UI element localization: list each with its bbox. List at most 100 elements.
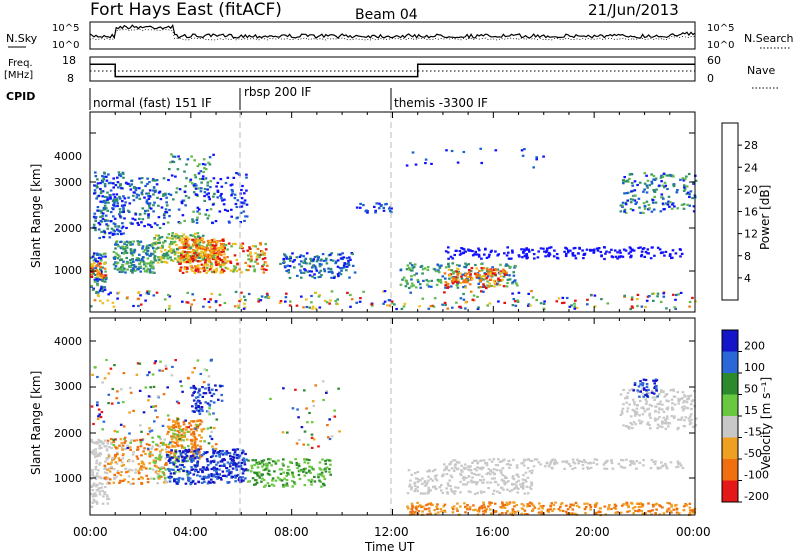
- heatmap-cell: [115, 199, 119, 202]
- heatmap-cell: [494, 268, 498, 271]
- heatmap-cell: [141, 245, 145, 248]
- heatmap-cell: [200, 408, 204, 411]
- heatmap-cell: [199, 239, 202, 242]
- heatmap-cell: [619, 251, 622, 254]
- heatmap-cell: [270, 464, 273, 467]
- heatmap-cell: [177, 221, 181, 224]
- heatmap-cell: [648, 412, 652, 415]
- heatmap-cell: [101, 175, 104, 178]
- heatmap-cell: [209, 180, 213, 183]
- heatmap-cell: [664, 427, 668, 430]
- heatmap-cell: [454, 280, 457, 283]
- heatmap-cell: [135, 193, 139, 196]
- heatmap-cell: [511, 510, 515, 513]
- heatmap-cell: [90, 485, 94, 488]
- heatmap-cell: [316, 258, 319, 261]
- velocity-colorbar-tick--15: -15: [744, 426, 762, 439]
- heatmap-cell: [287, 271, 291, 274]
- heatmap-cell: [648, 207, 651, 210]
- heatmap-cell: [337, 275, 340, 278]
- xtick-0400: 04:00: [173, 525, 208, 539]
- heatmap-cell: [125, 246, 129, 249]
- heatmap-cell: [610, 461, 614, 465]
- heatmap-cell: [627, 506, 630, 509]
- heatmap-cell: [207, 300, 211, 303]
- heatmap-cell: [196, 474, 199, 477]
- heatmap-cell: [651, 292, 654, 295]
- heatmap-cell: [148, 455, 152, 458]
- heatmap-cell: [99, 287, 103, 290]
- heatmap-cell: [186, 247, 190, 250]
- heatmap-cell: [135, 257, 139, 260]
- heatmap-cell: [422, 279, 425, 282]
- heatmap-cell: [523, 249, 526, 252]
- heatmap-cell: [427, 488, 431, 491]
- heatmap-cell: [139, 438, 142, 442]
- heatmap-cell: [131, 478, 135, 481]
- heatmap-cell: [629, 307, 633, 311]
- heatmap-cell: [128, 446, 132, 449]
- heatmap-cell: [178, 450, 182, 453]
- heatmap-cell: [97, 228, 101, 231]
- heatmap-cell: [531, 296, 535, 299]
- heatmap-cell: [214, 247, 218, 250]
- heatmap-cell: [584, 461, 587, 464]
- heatmap-cell: [318, 265, 322, 268]
- heatmap-cell: [194, 448, 198, 451]
- heatmap-cell: [258, 462, 262, 465]
- heatmap-cell: [145, 199, 149, 202]
- nsky-tick-top: 10^5: [52, 23, 79, 34]
- heatmap-cell: [599, 250, 603, 254]
- heatmap-cell: [147, 262, 151, 265]
- heatmap-cell: [115, 193, 119, 196]
- heatmap-cell: [647, 502, 650, 505]
- heatmap-cell: [648, 414, 651, 417]
- heatmap-cell: [192, 473, 196, 476]
- heatmap-cell: [642, 202, 646, 205]
- heatmap-cell: [162, 473, 166, 477]
- heatmap-cell: [173, 452, 176, 455]
- heatmap-cell: [91, 489, 95, 492]
- heatmap-cell: [672, 185, 676, 188]
- heatmap-cell: [464, 262, 467, 265]
- heatmap-cell: [647, 407, 650, 410]
- heatmap-cell: [95, 489, 99, 492]
- heatmap-cell: [198, 177, 202, 181]
- heatmap-cell: [184, 482, 188, 485]
- heatmap-cell: [100, 259, 103, 262]
- heatmap-cell: [145, 443, 149, 446]
- heatmap-cell: [492, 279, 496, 282]
- heatmap-cell: [241, 449, 244, 452]
- heatmap-cell: [237, 304, 240, 307]
- heatmap-cell: [358, 300, 362, 303]
- heatmap-cell: [182, 466, 186, 469]
- heatmap-cell: [479, 459, 482, 463]
- heatmap-cell: [201, 386, 204, 389]
- heatmap-cell: [174, 425, 177, 429]
- heatmap-cell: [117, 401, 120, 404]
- heatmap-cell: [682, 207, 686, 210]
- heatmap-cell: [317, 476, 320, 479]
- heatmap-cell: [193, 436, 197, 439]
- heatmap-cell: [308, 262, 312, 265]
- heatmap-cell: [210, 394, 214, 397]
- heatmap-cell: [228, 462, 232, 465]
- heatmap-cell: [138, 177, 141, 180]
- heatmap-cell: [642, 211, 645, 214]
- heatmap-cell: [139, 213, 142, 216]
- heatmap-cell: [194, 404, 198, 407]
- heatmap-cell: [191, 182, 194, 185]
- heatmap-cell: [97, 475, 101, 478]
- heatmap-cell: [162, 193, 165, 196]
- heatmap-cell: [329, 259, 333, 262]
- heatmap-cell: [241, 247, 244, 250]
- heatmap-cell: [678, 399, 681, 402]
- heatmap-cell: [503, 506, 507, 509]
- heatmap-cell: [684, 503, 687, 506]
- heatmap-cell: [477, 282, 480, 285]
- heatmap-cell: [189, 264, 193, 267]
- heatmap-cell: [194, 269, 197, 272]
- heatmap-cell: [302, 271, 306, 274]
- heatmap-cell: [631, 184, 634, 187]
- heatmap-cell: [213, 245, 217, 248]
